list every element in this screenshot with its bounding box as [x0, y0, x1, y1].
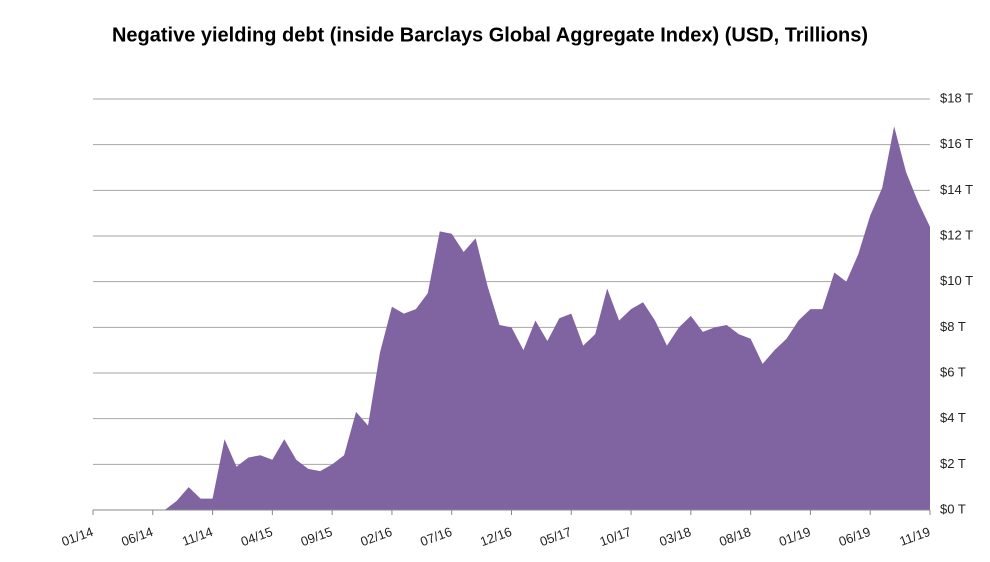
- x-tick-label: 02/16: [358, 524, 394, 549]
- x-tick-label: 04/15: [239, 524, 275, 549]
- y-tick-label: $6 T: [940, 364, 966, 379]
- y-tick-label: $18 T: [940, 90, 973, 105]
- x-tick-label: 05/17: [538, 524, 574, 549]
- y-tick-label: $12 T: [940, 227, 973, 242]
- x-tick-label: 06/19: [837, 524, 873, 549]
- x-tick-label: 11/14: [180, 524, 215, 549]
- x-tick-label: 07/16: [418, 524, 454, 549]
- y-tick-label: $14 T: [940, 182, 973, 197]
- y-tick-label: $16 T: [940, 136, 973, 151]
- x-tick-label: 10/17: [598, 524, 634, 549]
- y-tick-label: $0 T: [940, 501, 966, 516]
- x-tick-label: 01/19: [777, 524, 813, 549]
- y-tick-label: $10 T: [940, 273, 973, 288]
- x-tick-label: 11/19: [897, 524, 932, 549]
- x-tick-label: 03/18: [657, 524, 693, 549]
- x-tick-label: 12/16: [478, 524, 514, 549]
- chart-title: Negative yielding debt (inside Barclays …: [112, 24, 868, 46]
- x-tick-label: 08/18: [717, 524, 753, 549]
- x-tick-label: 09/15: [299, 524, 335, 549]
- y-tick-label: $4 T: [940, 410, 966, 425]
- y-tick-label: $8 T: [940, 319, 966, 334]
- x-tick-label: 06/14: [119, 524, 155, 549]
- x-tick-label: 01/14: [59, 524, 95, 549]
- y-tick-label: $2 T: [940, 456, 966, 471]
- area: [93, 126, 930, 511]
